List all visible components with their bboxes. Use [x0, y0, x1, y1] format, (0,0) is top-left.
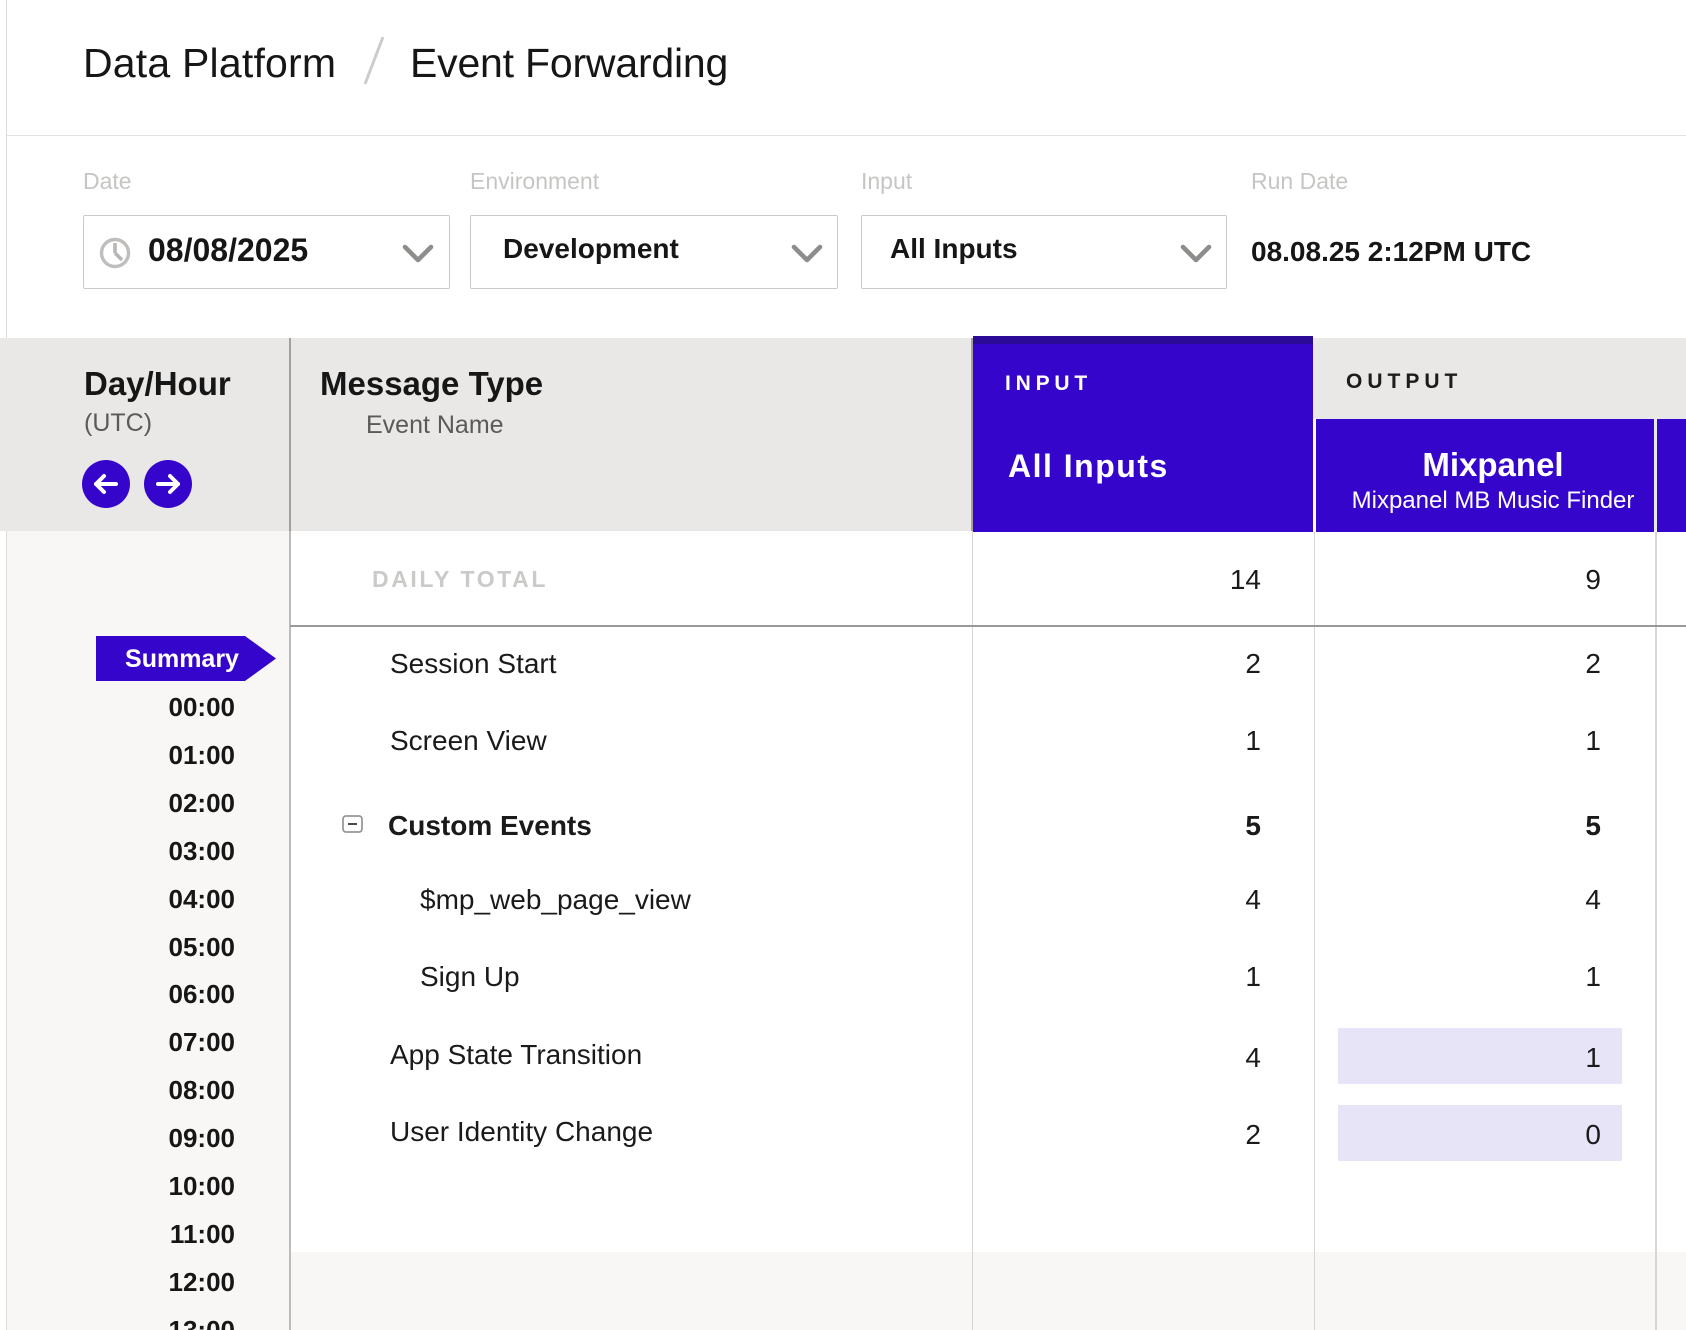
- svg-text:Summary: Summary: [125, 645, 239, 673]
